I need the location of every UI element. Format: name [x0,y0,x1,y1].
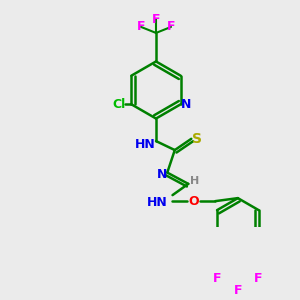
Text: F: F [234,284,242,297]
Text: F: F [213,272,222,285]
Text: S: S [192,132,202,146]
Text: Cl: Cl [113,98,126,111]
Text: F: F [152,13,160,26]
Text: HN: HN [147,196,168,209]
Text: N: N [157,168,167,181]
Text: HN: HN [135,138,156,151]
Text: H: H [190,176,200,186]
Text: F: F [137,20,145,33]
Text: F: F [254,272,262,285]
Text: N: N [181,98,191,111]
Text: O: O [188,195,199,208]
Text: F: F [167,20,175,33]
